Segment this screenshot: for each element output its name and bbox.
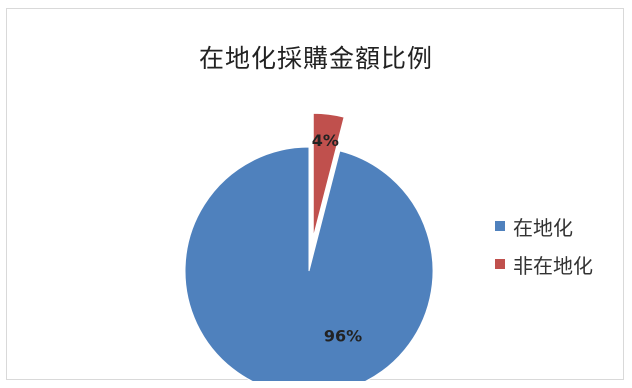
legend: 在地化 非在地化 xyxy=(495,207,593,283)
data-label-non-local: 4% xyxy=(312,131,339,150)
legend-swatch-local xyxy=(495,221,505,231)
legend-item-local: 在地化 xyxy=(495,207,593,245)
legend-item-non-local: 非在地化 xyxy=(495,245,593,283)
legend-swatch-non-local xyxy=(495,259,505,269)
chart-frame: 在地化採購金額比例 4% 96% 在地化 非在地化 xyxy=(6,8,624,381)
legend-label-local: 在地化 xyxy=(513,215,573,240)
data-label-local: 96% xyxy=(324,327,362,346)
pie-slice-non-local xyxy=(312,112,345,238)
chart-title: 在地化採購金額比例 xyxy=(198,44,433,73)
legend-label-non-local: 非在地化 xyxy=(513,253,593,278)
pie-slice-local xyxy=(184,146,434,381)
pie-chart: 4% 96% xyxy=(184,112,434,381)
